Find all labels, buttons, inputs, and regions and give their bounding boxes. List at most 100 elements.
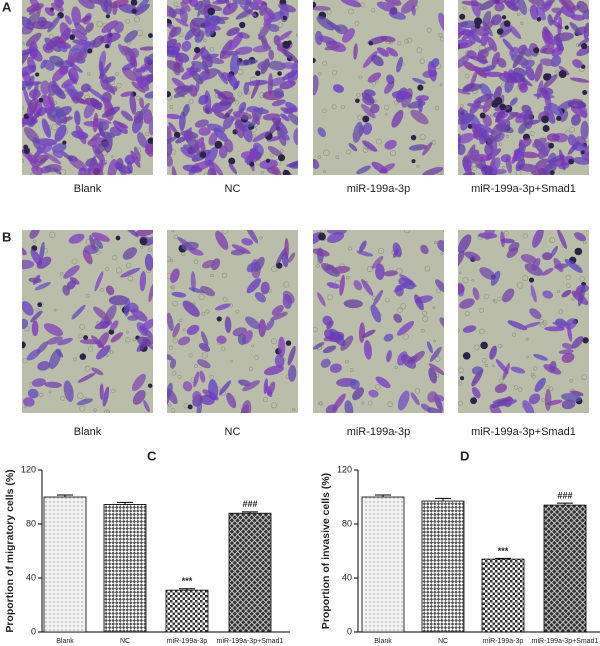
cell	[167, 136, 177, 146]
cell	[282, 70, 298, 81]
cell	[386, 47, 399, 57]
cell	[570, 114, 581, 126]
cell	[195, 81, 200, 93]
cell	[384, 139, 397, 150]
nucleus	[499, 103, 506, 111]
cell	[127, 315, 139, 321]
cell	[182, 127, 192, 141]
cell	[268, 49, 275, 61]
debris	[22, 357, 28, 364]
debris	[349, 368, 354, 372]
cell	[515, 158, 526, 172]
cell	[502, 288, 515, 303]
cell	[181, 241, 199, 251]
debris	[520, 21, 524, 25]
debris	[115, 267, 123, 274]
debris	[571, 297, 575, 301]
cell	[534, 377, 546, 393]
debris	[498, 378, 504, 384]
cell	[227, 73, 239, 89]
cell	[541, 252, 553, 261]
debris	[458, 400, 463, 406]
cell	[216, 335, 227, 344]
cell	[232, 111, 253, 120]
cell	[34, 282, 51, 291]
image-caption: miR-199a-3p	[347, 183, 411, 195]
debris	[79, 405, 86, 412]
cell	[471, 366, 484, 375]
cell	[344, 400, 354, 413]
debris	[237, 91, 243, 97]
micrograph	[167, 0, 298, 175]
cell	[287, 345, 296, 366]
debris	[201, 311, 206, 316]
cell	[370, 103, 380, 114]
cell	[22, 246, 27, 256]
cell	[411, 77, 426, 85]
debris	[203, 38, 207, 42]
error-bar	[495, 557, 511, 560]
cell	[458, 133, 462, 151]
cell	[182, 381, 193, 392]
cell	[551, 7, 565, 14]
nucleus	[460, 376, 465, 381]
cell	[380, 35, 396, 43]
cell	[458, 88, 471, 95]
debris	[171, 370, 177, 376]
cell	[139, 270, 147, 292]
cell	[22, 51, 30, 69]
cell	[170, 268, 180, 283]
cell	[353, 43, 358, 60]
debris	[323, 170, 326, 174]
cell	[570, 390, 584, 397]
cell	[479, 0, 497, 11]
debris	[434, 356, 441, 362]
debris	[105, 353, 109, 357]
x-tick-label: miR-199a-3p	[167, 638, 208, 645]
cell	[417, 98, 423, 113]
cell	[541, 267, 554, 276]
cell	[462, 325, 477, 333]
cell	[533, 93, 555, 99]
debris	[201, 352, 208, 359]
debris	[296, 33, 298, 37]
cells	[167, 230, 298, 413]
cell	[257, 34, 271, 49]
cell	[99, 32, 121, 44]
cell	[205, 22, 217, 38]
cell	[509, 97, 518, 106]
cell	[569, 77, 589, 83]
cell	[222, 115, 234, 130]
cell	[268, 117, 282, 136]
debris	[318, 401, 322, 406]
debris	[512, 332, 517, 337]
cell	[32, 136, 41, 150]
debris	[313, 326, 318, 333]
cell	[96, 345, 111, 360]
cell	[31, 378, 46, 387]
cell	[578, 37, 589, 47]
nucleus	[139, 237, 148, 246]
cell	[202, 104, 213, 115]
panel-label: B	[2, 229, 11, 244]
cell	[46, 336, 63, 345]
debris	[565, 274, 571, 280]
cell	[318, 35, 338, 46]
debris	[458, 271, 462, 275]
cell	[267, 73, 273, 95]
cell	[182, 300, 200, 317]
cell	[396, 56, 403, 73]
nucleus	[549, 170, 555, 175]
nucleus	[479, 112, 486, 119]
y-tick-label: 40	[26, 572, 36, 582]
debris	[210, 273, 214, 278]
cell	[540, 0, 556, 10]
debris	[440, 252, 444, 255]
cell	[118, 43, 127, 56]
cell	[349, 379, 360, 390]
cell	[87, 162, 107, 170]
debris	[167, 256, 172, 262]
debris	[259, 236, 263, 240]
debris	[221, 272, 228, 278]
